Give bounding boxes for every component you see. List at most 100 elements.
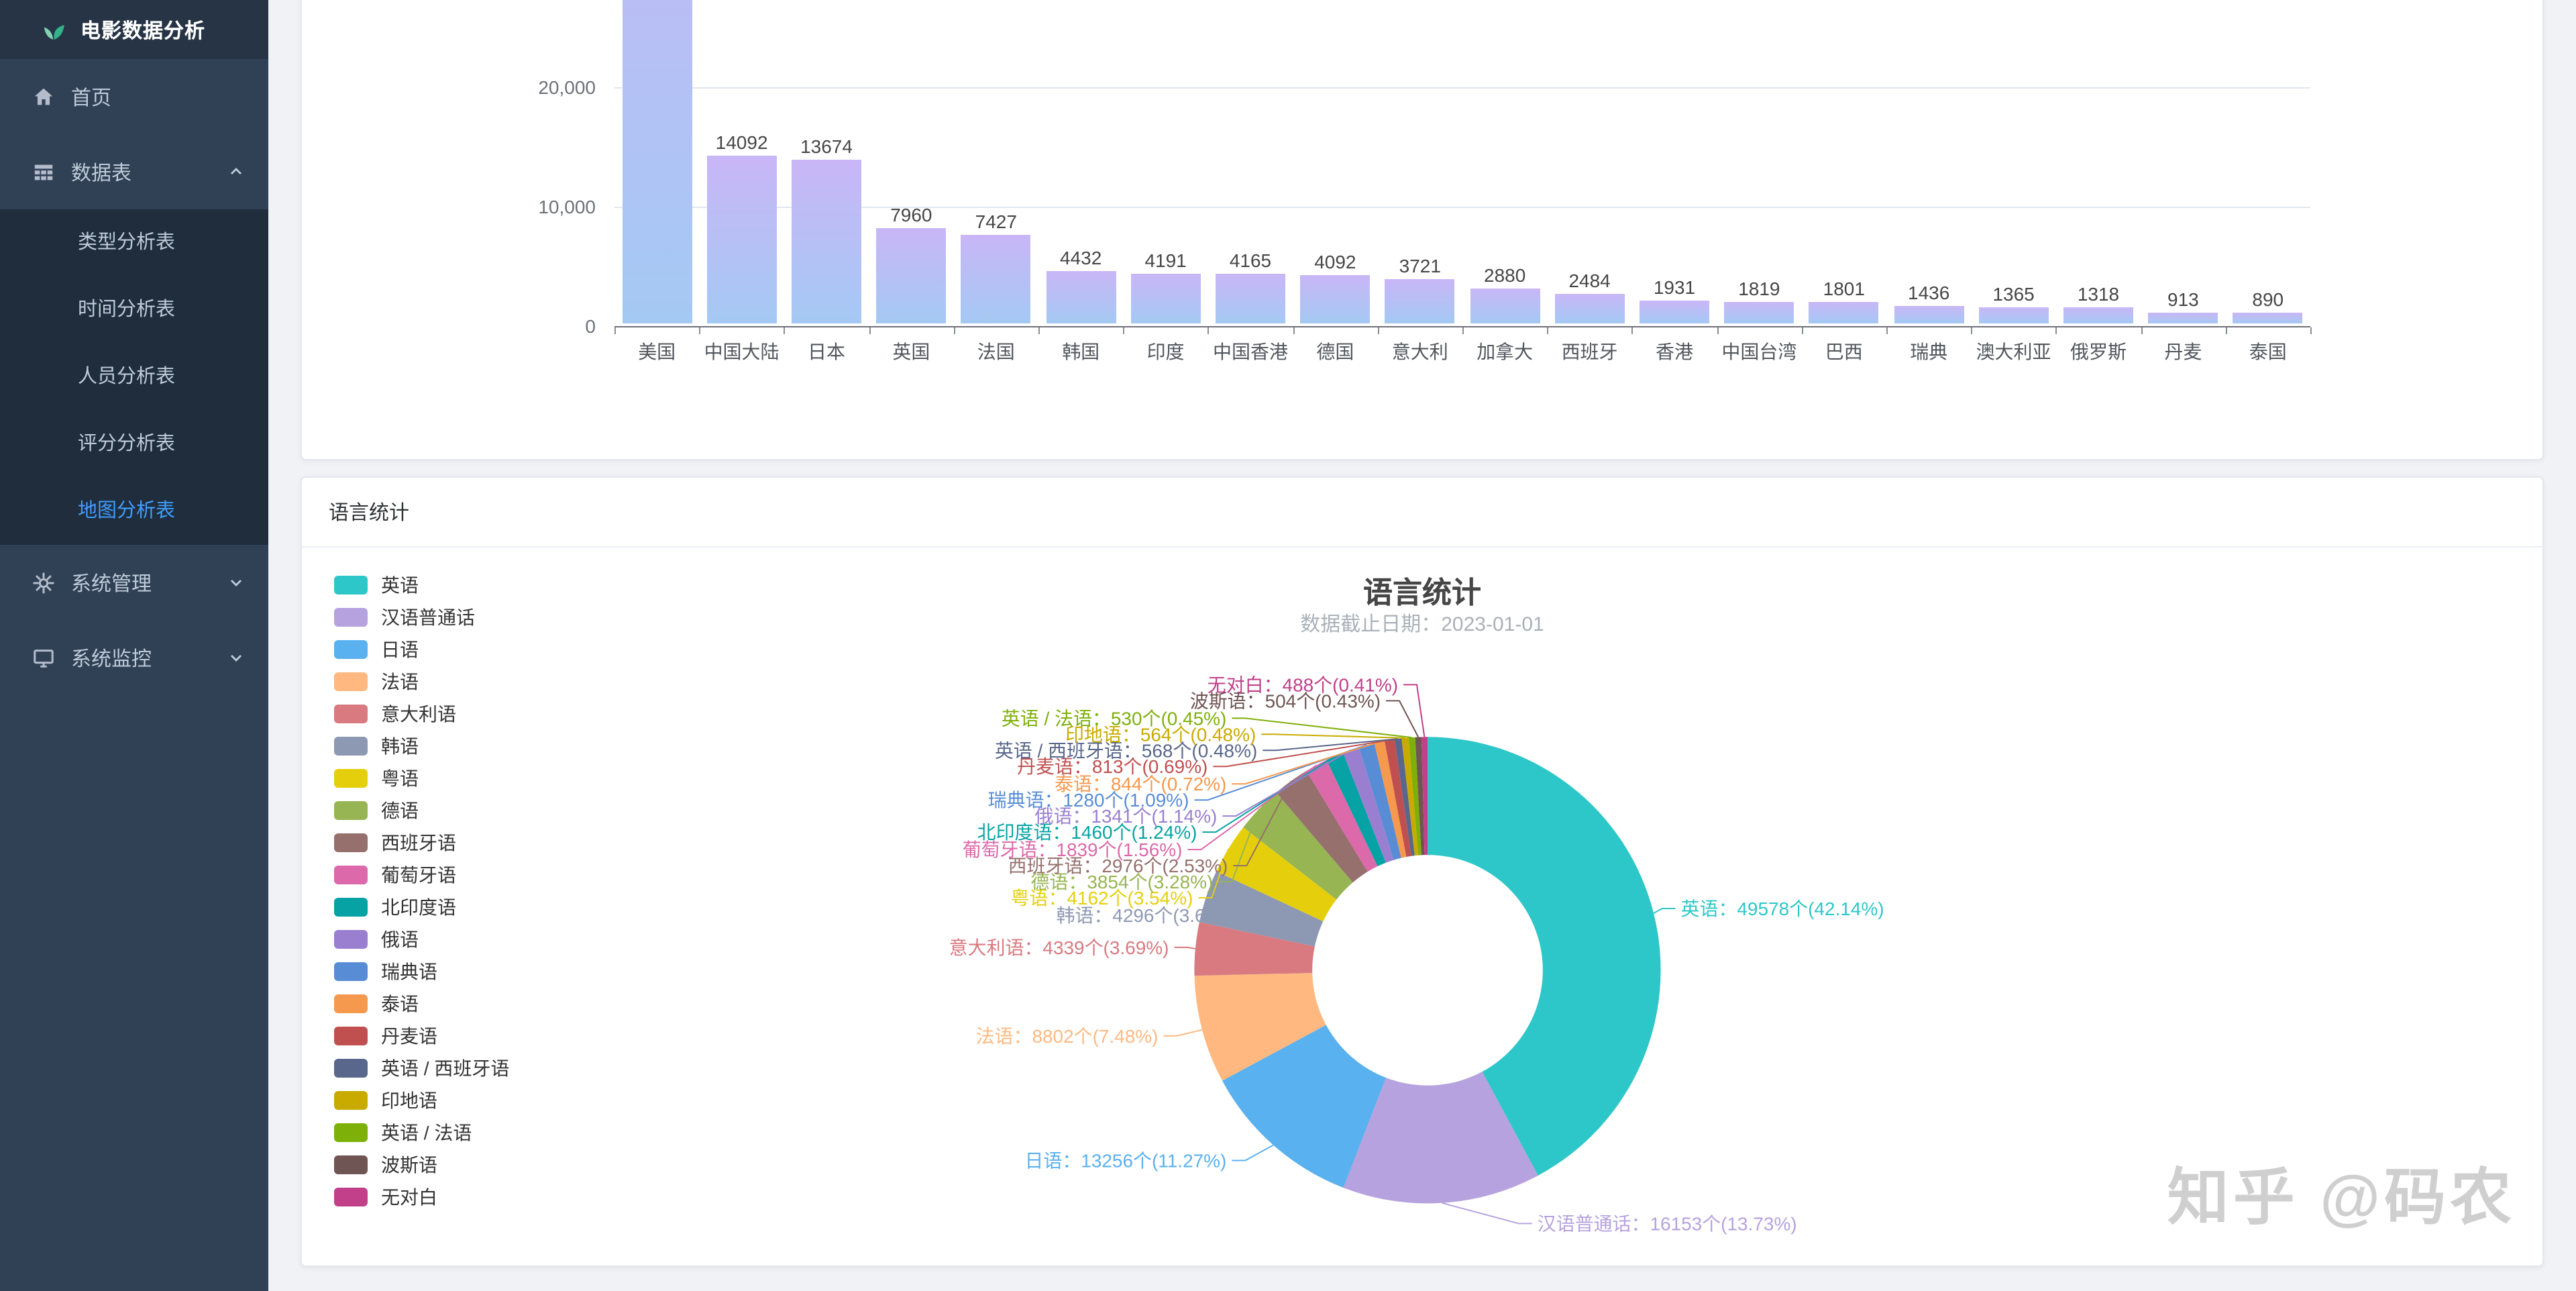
legend-item-16[interactable]: 印地语 <box>334 1089 509 1111</box>
pie-slice-label: 丹麦语：813个(0.69%) <box>1017 756 1208 777</box>
pie-slice-10[interactable] <box>1326 752 1386 867</box>
pie-slice-5[interactable] <box>1199 871 1324 947</box>
bar-value-label: 4191 <box>1144 249 1187 271</box>
bar[interactable] <box>1809 302 1879 323</box>
pie-slice-8[interactable] <box>1276 770 1368 883</box>
bar[interactable] <box>1894 306 1964 323</box>
region-bar-chart: 0 10,000 20,000 美国 14092 中国大陆 13674 日本 7960 英国 742… <box>302 0 2542 459</box>
bar[interactable] <box>1130 273 1201 323</box>
language-stats-card: 语言统计 语言统计 数据截止日期：2023-01-01 英语 汉语普通话 日语 法语意… <box>301 476 2544 1267</box>
bar-value-label: 1819 <box>1738 277 1780 299</box>
pie-slice-4[interactable] <box>1194 922 1315 976</box>
x-axis-tick <box>1038 327 1040 334</box>
bar[interactable] <box>1554 293 1625 323</box>
pie-slice-15[interactable] <box>1394 738 1415 856</box>
legend-item-6[interactable]: 粤语 <box>334 767 509 788</box>
bar[interactable] <box>792 160 861 323</box>
legend-item-10[interactable]: 北印度语 <box>334 896 509 917</box>
pie-label-line <box>1442 1202 1532 1225</box>
bar[interactable] <box>1470 289 1540 323</box>
pie-slice-label: 北印度语：1460个(1.24%) <box>977 822 1197 843</box>
legend-swatch <box>334 1187 368 1206</box>
legend-label: 德语 <box>381 799 419 821</box>
sidebar-item-home[interactable]: 首页 <box>0 59 268 134</box>
legend-item-18[interactable]: 波斯语 <box>334 1153 509 1175</box>
pie-slice-0[interactable] <box>1427 737 1661 1176</box>
pie-label-line <box>1263 738 1399 752</box>
legend-item-11[interactable]: 俄语 <box>334 928 509 949</box>
sidebar-item-system-admin[interactable]: 系统管理 <box>0 545 268 620</box>
x-axis-category-label: 俄罗斯 <box>2070 341 2127 362</box>
legend-item-8[interactable]: 西班牙语 <box>334 831 509 853</box>
legend-item-17[interactable]: 英语 / 法语 <box>334 1121 509 1143</box>
legend-label: 泰语 <box>381 992 419 1014</box>
sidebar-item-data-tables[interactable]: 数据表 <box>0 134 268 209</box>
pie-slice-19[interactable] <box>1421 737 1428 856</box>
legend-item-4[interactable]: 意大利语 <box>334 703 509 724</box>
pie-slice-label: 意大利语：4339个(3.69%) <box>949 937 1169 958</box>
bar[interactable] <box>622 0 692 323</box>
legend-item-7[interactable]: 德语 <box>334 799 509 821</box>
bar[interactable] <box>2063 307 2133 323</box>
pie-slice-17[interactable] <box>1408 737 1421 856</box>
pie-slice-13[interactable] <box>1374 741 1407 858</box>
bar[interactable] <box>1046 270 1116 323</box>
bar[interactable] <box>1724 301 1794 323</box>
pie-slice-3[interactable] <box>1194 972 1326 1081</box>
bar[interactable] <box>1216 273 1285 323</box>
bar[interactable] <box>1978 307 2049 323</box>
x-axis-line <box>614 326 2310 327</box>
legend-item-9[interactable]: 葡萄牙语 <box>334 864 509 885</box>
bar[interactable] <box>2233 313 2303 323</box>
pie-slice-16[interactable] <box>1401 737 1419 856</box>
legend-item-12[interactable]: 瑞典语 <box>334 960 509 982</box>
legend-item-1[interactable]: 汉语普通话 <box>334 606 509 627</box>
bar[interactable] <box>706 155 777 323</box>
pie-slice-14[interactable] <box>1385 739 1411 858</box>
chevron-up-icon <box>231 168 241 174</box>
pie-slice-6[interactable] <box>1216 827 1337 922</box>
pie-slice-2[interactable] <box>1222 1025 1387 1188</box>
watermark: 知乎 @码农 <box>2167 1162 2516 1232</box>
pie-slice-18[interactable] <box>1415 737 1425 856</box>
x-axis-tick <box>1547 327 1549 334</box>
legend-item-13[interactable]: 泰语 <box>334 992 509 1014</box>
sidebar-subitem-1[interactable]: 时间分析表 <box>78 299 175 321</box>
x-axis-tick <box>1971 327 1973 334</box>
legend-item-15[interactable]: 英语 / 西班牙语 <box>334 1057 509 1078</box>
y-axis-label: 0 <box>585 315 596 337</box>
bar[interactable] <box>1300 274 1371 323</box>
bar-value-label: 2880 <box>1484 264 1526 287</box>
pie-label-line <box>1218 809 1260 883</box>
bar[interactable] <box>1640 300 1709 323</box>
x-axis-category-label: 西班牙 <box>1561 341 1618 362</box>
legend-item-3[interactable]: 法语 <box>334 670 509 692</box>
sidebar-subitem-2[interactable]: 人员分析表 <box>78 366 175 388</box>
pie-slice-12[interactable] <box>1358 743 1401 860</box>
bar[interactable] <box>2148 312 2218 323</box>
legend-item-0[interactable]: 英语 <box>334 574 509 595</box>
x-axis-tick <box>2055 327 2057 334</box>
pie-slice-label: 泰语：844个(0.72%) <box>1055 774 1226 794</box>
bar[interactable] <box>961 234 1031 323</box>
bar-value-label: 2484 <box>1568 269 1611 291</box>
sidebar-subitem-4[interactable]: 地图分析表 <box>78 501 175 522</box>
pie-slice-9[interactable] <box>1306 760 1378 872</box>
pie-slice-1[interactable] <box>1343 1072 1538 1204</box>
legend-item-2[interactable]: 日语 <box>334 638 509 660</box>
pie-label-line <box>1213 739 1390 768</box>
sidebar-subitem-3[interactable]: 评分分析表 <box>78 433 175 455</box>
home-icon <box>34 87 53 105</box>
legend-item-5[interactable]: 韩语 <box>334 735 509 756</box>
legend-item-19[interactable]: 无对白 <box>334 1186 509 1207</box>
x-axis-category-label: 中国香港 <box>1212 341 1288 362</box>
bar[interactable] <box>1385 278 1455 323</box>
sidebar-item-system-monitor[interactable]: 系统监控 <box>0 620 268 695</box>
card-header: 语言统计 <box>302 478 2542 548</box>
legend-item-14[interactable]: 丹麦语 <box>334 1025 509 1046</box>
language-pie-chart: 语言统计 数据截止日期：2023-01-01 英语 汉语普通话 日语 法语 意大利语 韩语… <box>302 548 2542 1268</box>
pie-slice-11[interactable] <box>1343 747 1394 863</box>
bar[interactable] <box>876 228 947 323</box>
sidebar-subitem-0[interactable]: 类型分析表 <box>78 232 175 254</box>
